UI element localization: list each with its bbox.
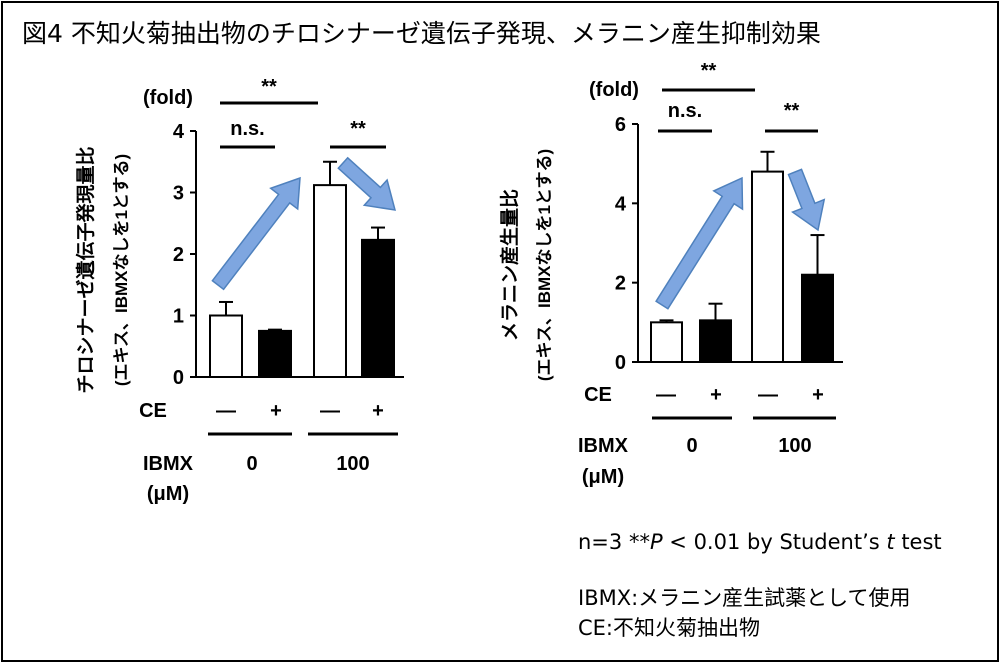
chart1-ce-label: CE [139, 400, 167, 422]
chart2-bar-2 [699, 319, 732, 364]
chart1-significance-label: n.s. [230, 118, 264, 140]
chart1-y-tick-label: 3 [173, 183, 184, 205]
chart2-ce-label: CE [584, 384, 612, 406]
chart2-bar-3 [751, 170, 784, 363]
chart2-ce-value: — [758, 384, 778, 406]
chart1-significance-label: ** [350, 118, 366, 140]
chart1-bar-4 [361, 238, 395, 378]
chart2-ce-value: — [656, 384, 676, 406]
chart1-ibmx-group-label: 100 [336, 453, 369, 475]
chart1-ce-value: — [320, 400, 340, 422]
chart1-trend-arrow-2 [337, 156, 397, 211]
chart2-y-axis-sublabel: (エキス、IBMXなしを1とする) [535, 149, 554, 381]
chart2-ce-value: + [812, 384, 824, 406]
chart2-y-axis-label: メラニン産生量比 [498, 189, 521, 341]
stats-note-text: n=3 **P < 0.01 by Student’s t test [578, 530, 942, 554]
chart1-y-axis-label: チロシナーゼ遺伝子発現量比 [74, 146, 97, 393]
chart2-trend-arrow-2 [787, 168, 826, 232]
chart1-ibmx-group-label: 0 [246, 453, 257, 475]
chart2-bar-1 [650, 321, 683, 364]
chart2-ibmx-group-label: 0 [686, 435, 697, 457]
chart2-ibmx-unit: (μM) [582, 466, 624, 488]
chart2-y-tick-label: 6 [615, 114, 626, 136]
chart1-ce-value: + [270, 400, 282, 422]
chart2-trend-arrow-1 [655, 176, 744, 310]
chart2-ce-value: + [710, 384, 722, 406]
chart2-y-tick-label: 2 [615, 273, 626, 295]
chart1-unit-label: (fold) [143, 87, 193, 109]
chart1-bar-3 [313, 184, 347, 378]
chart2-unit-label: (fold) [589, 79, 639, 101]
stats-note: n=3 **P < 0.01 by Student’s t test [578, 530, 942, 554]
chart2-significance-label: ** [701, 60, 717, 82]
chart1-y-tick-label: 1 [173, 306, 184, 328]
chart2-ibmx-group-label: 100 [778, 435, 811, 457]
chart1-ce-value: + [372, 400, 384, 422]
chart2-significance-label: ** [784, 100, 800, 122]
chart1-ibmx-label: IBMX [143, 453, 194, 475]
chart2-significance-label: n.s. [668, 100, 702, 122]
chart2-ibmx-label: IBMX [578, 435, 629, 457]
chart1-trend-arrow-1 [211, 176, 301, 291]
chart2-bar-4 [801, 273, 834, 364]
chart1-y-tick-label: 2 [173, 244, 184, 266]
ce-definition: CE:不知火菊抽出物 [578, 616, 761, 640]
chart2-y-tick-label: 0 [615, 352, 626, 374]
chart1-y-axis-sublabel: (エキス、IBMXなしを1とする) [112, 154, 131, 386]
ibmx-definition: IBMX:メラニン産生試薬として使用 [578, 586, 911, 610]
chart1-significance-label: ** [261, 76, 277, 98]
chart1-ce-value: — [216, 400, 236, 422]
chart2-y-tick-label: 4 [615, 193, 627, 215]
chart1-bar-2 [258, 329, 292, 378]
chart1-ibmx-unit: (μM) [147, 483, 189, 505]
chart1-bar-1 [209, 314, 243, 378]
figure-title: 図4 不知火菊抽出物のチロシナーゼ遺伝子発現、メラニン産生抑制効果 [22, 19, 821, 48]
chart1-y-tick-label: 0 [173, 367, 184, 389]
chart1-y-tick-label: 4 [173, 121, 185, 143]
